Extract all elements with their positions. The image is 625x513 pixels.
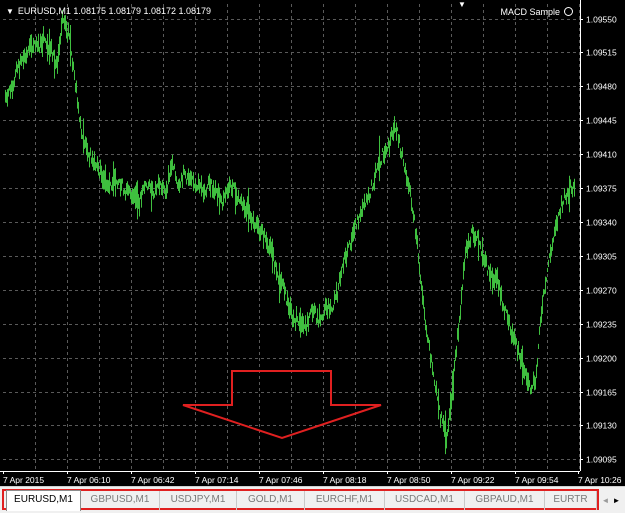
time-label: 7 Apr 07:46	[259, 475, 303, 485]
tab-label: EURCHF,M1	[315, 494, 374, 505]
tab-label: GOLD,M1	[247, 494, 293, 505]
time-label: 7 Apr 2015	[3, 475, 44, 485]
price-chart[interactable]: 1.09550 1.09515 1.09480 1.09445 1.09410 1.093…	[0, 0, 625, 486]
price-label: 1.09480	[586, 82, 617, 92]
price-label: 1.09165	[586, 388, 617, 398]
tab-label: EURUSD,M1	[14, 494, 73, 505]
chart-shift-marker-icon[interactable]: ▼	[458, 0, 466, 9]
time-label: 7 Apr 09:54	[515, 475, 559, 485]
price-label: 1.09550	[586, 15, 617, 25]
tab-gbpaud[interactable]: GBPAUD,M1	[465, 491, 545, 510]
symbol-info: ▼ EURUSD,M1 1.08175 1.08179 1.08172 1.081…	[6, 6, 211, 16]
chart-tab-bar: EURUSD,M1 GBPUSD,M1 USDJPY,M1 GOLD,M1 EU…	[0, 486, 625, 513]
time-label: 7 Apr 06:42	[131, 475, 175, 485]
price-label: 1.09445	[586, 116, 617, 126]
price-label: 1.09410	[586, 150, 617, 160]
expert-advisor-label[interactable]: MACD Sample	[500, 6, 573, 17]
tab-scroll-left-icon[interactable]: ◄	[601, 496, 610, 505]
price-label: 1.09200	[586, 354, 617, 364]
tab-gbpusd[interactable]: GBPUSD,M1	[81, 491, 160, 510]
price-label: 1.09305	[586, 252, 617, 262]
tab-eurtr[interactable]: EURTR	[545, 491, 597, 510]
tab-eurchf[interactable]: EURCHF,M1	[305, 491, 385, 510]
symbol-info-text: EURUSD,M1 1.08175 1.08179 1.08172 1.0817…	[17, 6, 212, 16]
price-label: 1.09235	[586, 320, 617, 330]
tab-usdcad[interactable]: USDCAD,M1	[385, 491, 465, 510]
tab-label: EURTR	[553, 494, 588, 505]
tab-scroll-right-icon[interactable]: ►	[612, 496, 621, 505]
chart-window[interactable]: 1.09550 1.09515 1.09480 1.09445 1.09410 1.093…	[0, 0, 625, 486]
price-label: 1.09340	[586, 218, 617, 228]
time-label: 7 Apr 07:14	[195, 475, 239, 485]
tab-highlight-outline	[2, 489, 599, 510]
expert-advisor-name: MACD Sample	[500, 7, 560, 17]
price-label: 1.09270	[586, 286, 617, 296]
down-arrow-annotation	[182, 370, 382, 440]
time-label: 7 Apr 08:18	[323, 475, 367, 485]
time-label: 7 Apr 08:50	[387, 475, 431, 485]
tab-label: USDJPY,M1	[170, 494, 226, 505]
expert-status-face-icon	[564, 7, 573, 16]
tab-usdjpy[interactable]: USDJPY,M1	[160, 491, 237, 510]
tab-label: GBPAUD,M1	[475, 494, 534, 505]
tab-eurusd[interactable]: EURUSD,M1	[6, 490, 81, 511]
time-label: 7 Apr 09:22	[451, 475, 495, 485]
tab-gold[interactable]: GOLD,M1	[237, 491, 305, 510]
price-label: 1.09515	[586, 48, 617, 58]
time-label: 7 Apr 10:26	[578, 475, 622, 485]
dropdown-triangle-icon[interactable]: ▼	[6, 7, 14, 16]
tab-label: GBPUSD,M1	[90, 494, 150, 505]
price-label: 1.09130	[586, 421, 617, 431]
price-label: 1.09375	[586, 184, 617, 194]
time-label: 7 Apr 06:10	[67, 475, 111, 485]
price-label: 1.09095	[586, 455, 617, 465]
tab-label: USDCAD,M1	[395, 494, 454, 505]
